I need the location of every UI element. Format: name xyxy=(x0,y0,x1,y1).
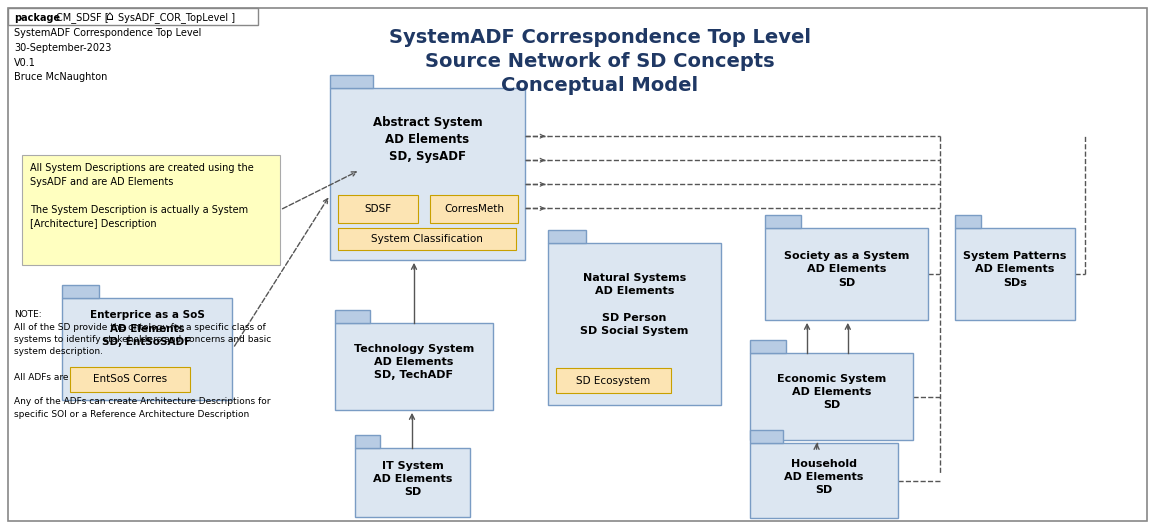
FancyBboxPatch shape xyxy=(335,323,493,410)
Text: IT System
AD Elements
SD: IT System AD Elements SD xyxy=(373,461,453,497)
FancyBboxPatch shape xyxy=(8,8,1147,521)
Text: package: package xyxy=(14,13,60,23)
FancyBboxPatch shape xyxy=(556,368,671,393)
Text: Abstract System
AD Elements
SD, SysADF: Abstract System AD Elements SD, SysADF xyxy=(373,116,483,163)
FancyBboxPatch shape xyxy=(330,75,373,88)
FancyBboxPatch shape xyxy=(70,367,191,392)
FancyBboxPatch shape xyxy=(750,340,785,353)
Text: CorresMeth: CorresMeth xyxy=(444,204,504,214)
FancyBboxPatch shape xyxy=(355,448,470,517)
FancyBboxPatch shape xyxy=(750,353,912,440)
FancyBboxPatch shape xyxy=(955,228,1075,320)
FancyBboxPatch shape xyxy=(338,228,516,250)
Text: Enterprice as a SoS
AD Elements
SD, EntSoSADF: Enterprice as a SoS AD Elements SD, EntS… xyxy=(90,311,204,347)
Text: SD Ecosystem: SD Ecosystem xyxy=(576,376,650,386)
Text: SystemADF Correspondence Top Level
30-September-2023
V0.1
Bruce McNaughton: SystemADF Correspondence Top Level 30-Se… xyxy=(14,28,201,83)
FancyBboxPatch shape xyxy=(62,298,232,400)
FancyBboxPatch shape xyxy=(750,443,897,518)
Text: Household
AD Elements
SD: Household AD Elements SD xyxy=(784,459,864,495)
FancyBboxPatch shape xyxy=(765,228,927,320)
Text: CM_SDSF [: CM_SDSF [ xyxy=(55,13,109,23)
Text: Economic System
AD Elements
SD: Economic System AD Elements SD xyxy=(777,374,886,411)
FancyBboxPatch shape xyxy=(955,215,982,228)
Text: Natural Systems
AD Elements

SD Person
SD Social System: Natural Systems AD Elements SD Person SD… xyxy=(580,273,688,336)
FancyBboxPatch shape xyxy=(8,8,258,25)
FancyBboxPatch shape xyxy=(750,430,783,443)
Text: Technology System
AD Elements
SD, TechADF: Technology System AD Elements SD, TechAD… xyxy=(353,344,474,380)
Text: EntSoS Corres: EntSoS Corres xyxy=(92,375,167,385)
Text: System Classification: System Classification xyxy=(371,234,483,244)
Text: SysADF_COR_TopLevel ]: SysADF_COR_TopLevel ] xyxy=(118,13,236,23)
Text: Conceptual Model: Conceptual Model xyxy=(501,76,699,95)
Text: SDSF: SDSF xyxy=(365,204,392,214)
Text: Society as a System
AD Elements
SD: Society as a System AD Elements SD xyxy=(784,251,909,288)
Text: NOTE:
All of the SD provide the ontology for a specific class of
systems to iden: NOTE: All of the SD provide the ontology… xyxy=(14,310,271,419)
Text: Source Network of SD Concepts: Source Network of SD Concepts xyxy=(425,52,775,71)
Text: ⌂: ⌂ xyxy=(105,11,113,23)
Text: SystemADF Correspondence Top Level: SystemADF Correspondence Top Level xyxy=(389,28,811,47)
FancyBboxPatch shape xyxy=(338,195,418,223)
Text: System Patterns
AD Elements
SDs: System Patterns AD Elements SDs xyxy=(963,251,1067,288)
FancyBboxPatch shape xyxy=(62,285,99,298)
FancyBboxPatch shape xyxy=(355,435,380,448)
FancyBboxPatch shape xyxy=(22,155,280,265)
FancyBboxPatch shape xyxy=(765,215,800,228)
FancyBboxPatch shape xyxy=(547,230,586,243)
FancyBboxPatch shape xyxy=(330,88,526,260)
Text: All System Descriptions are created using the
SysADF and are AD Elements

The Sy: All System Descriptions are created usin… xyxy=(30,163,254,229)
FancyBboxPatch shape xyxy=(335,310,370,323)
FancyBboxPatch shape xyxy=(547,243,721,405)
FancyBboxPatch shape xyxy=(430,195,517,223)
